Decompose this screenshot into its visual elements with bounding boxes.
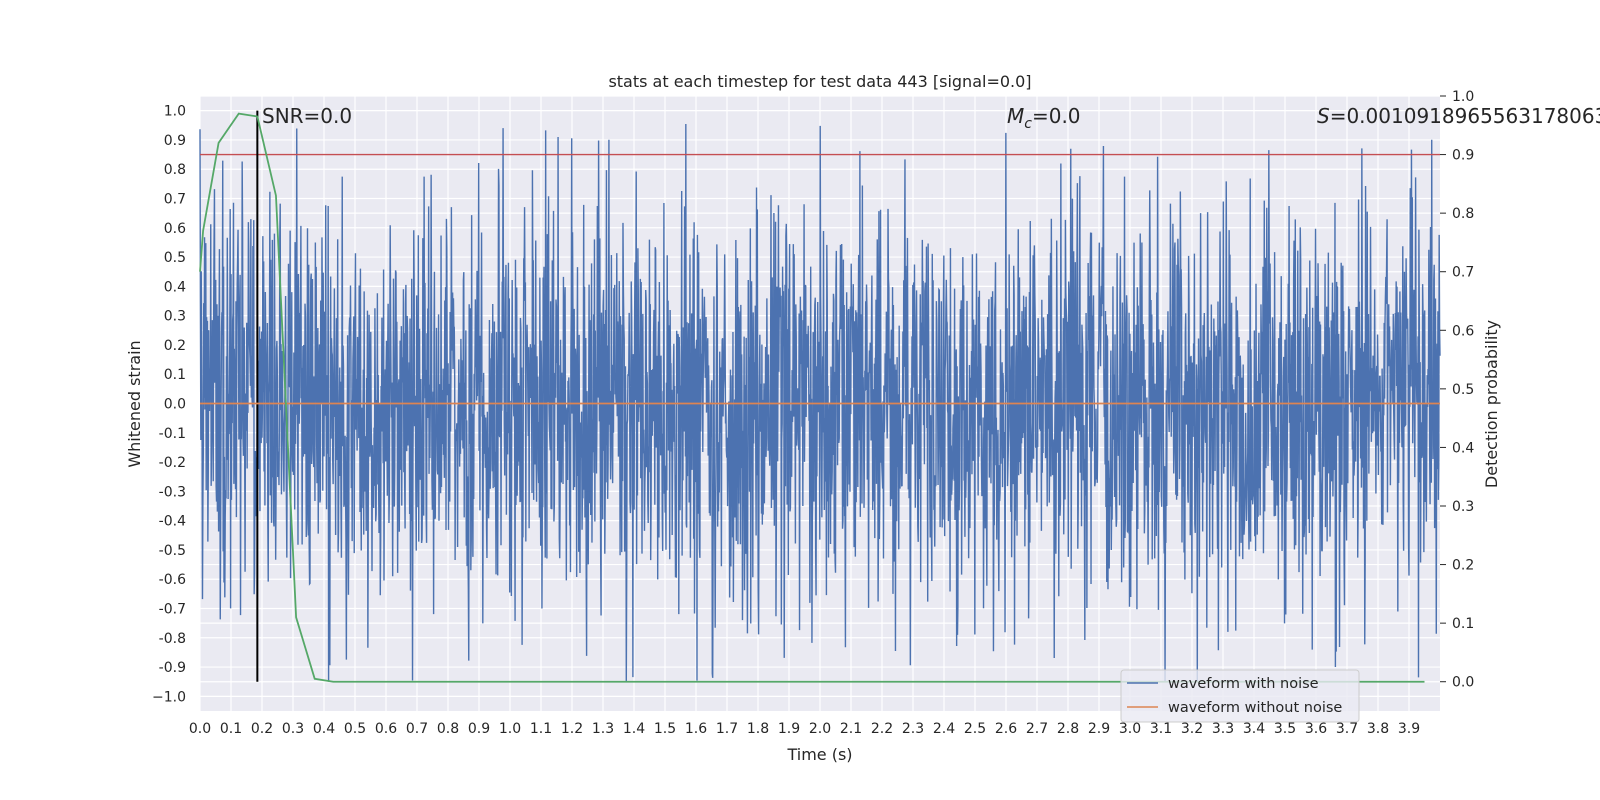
x-tick-label: 0.9 [468, 721, 490, 737]
x-tick-label: 1.9 [778, 721, 800, 737]
ticks-layer: 0.0 0.1 0.2 0.3 0.4 0.5 0.6 0.7 0.8 0.9 1.0 1.1 1.2 1… [152, 89, 1474, 737]
y-tick-label: -0.5 [159, 543, 186, 559]
s-symbol: S [1317, 104, 1330, 128]
y-tick-label: -0.2 [159, 455, 186, 471]
series-waveform-with-noise [199, 123, 1441, 682]
series-detection-probability [199, 112, 1425, 683]
y-tick-label: -0.6 [159, 572, 186, 588]
x-tick-label: 0.2 [251, 721, 273, 737]
x-tick-label: 1.8 [747, 721, 769, 737]
x-tick-label: 0.6 [375, 721, 397, 737]
y-tick-label: 0.8 [164, 162, 186, 178]
x-tick-label: 3.0 [1119, 721, 1141, 737]
s-annotation: S=0.0010918965563178063 [1317, 104, 1600, 128]
y2-tick-label: 0.6 [1452, 323, 1474, 339]
lines-layer [199, 110, 1440, 683]
noise-series-layer [199, 123, 1441, 682]
x-tick-label: 2.4 [933, 721, 955, 737]
x-tick-label: 1.0 [499, 721, 521, 737]
y-tick-label: 0.6 [164, 221, 186, 237]
legend-label-noise: waveform with noise [1168, 676, 1319, 692]
legend-label-clean: waveform without noise [1168, 700, 1342, 716]
x-tick-label: 3.6 [1305, 721, 1327, 737]
y-tick-label: −1.0 [152, 689, 186, 705]
x-tick-label: 1.6 [685, 721, 707, 737]
y-tick-label: -0.9 [159, 660, 186, 676]
x-tick-label: 3.7 [1336, 721, 1358, 737]
y-tick-label: -0.8 [159, 631, 186, 647]
y2-tick-label: 0.4 [1452, 440, 1474, 456]
x-tick-label: 0.4 [313, 721, 335, 737]
x-tick-label: 3.9 [1398, 721, 1420, 737]
x-tick-label: 2.2 [871, 721, 893, 737]
x-tick-label: 2.9 [1088, 721, 1110, 737]
y-tick-label: 0.2 [164, 338, 186, 354]
s-value: =0.0010918965563178063 [1330, 104, 1600, 128]
y2-tick-label: 0.7 [1452, 265, 1474, 281]
x-tick-label: 2.6 [995, 721, 1017, 737]
y2-axis-label: Detection probability [1482, 320, 1501, 488]
x-tick-label: 0.0 [189, 721, 211, 737]
chart-title: stats at each timestep for test data 443… [608, 72, 1031, 91]
y-tick-label: 0.7 [164, 192, 186, 208]
x-tick-label: 2.3 [902, 721, 924, 737]
y2-tick-label: 0.8 [1452, 206, 1474, 222]
x-tick-label: 1.3 [592, 721, 614, 737]
x-tick-label: 1.2 [561, 721, 583, 737]
y-tick-label: 0.0 [164, 397, 186, 413]
x-tick-label: 3.1 [1150, 721, 1172, 737]
y-tick-label: -0.3 [159, 484, 186, 500]
x-tick-label: 2.8 [1057, 721, 1079, 737]
y-tick-label: 0.5 [164, 250, 186, 266]
y2-tick-label: 0.2 [1452, 558, 1474, 574]
x-tick-label: 3.2 [1181, 721, 1203, 737]
x-axis-label: Time (s) [786, 745, 852, 764]
y-tick-label: 0.1 [164, 367, 186, 383]
legend: waveform with noise waveform without noi… [1120, 669, 1360, 723]
x-tick-label: 2.5 [964, 721, 986, 737]
x-tick-label: 0.1 [220, 721, 242, 737]
x-tick-label: 2.7 [1026, 721, 1048, 737]
legend-box [1120, 669, 1360, 723]
mc-annotation: Mc=0.0 [1007, 104, 1081, 132]
x-tick-label: 0.7 [406, 721, 428, 737]
x-tick-label: 3.5 [1274, 721, 1296, 737]
x-tick-label: 0.8 [437, 721, 459, 737]
x-tick-label: 3.8 [1367, 721, 1389, 737]
y-tick-label: -0.4 [159, 514, 186, 530]
y2-tick-label: 0.5 [1452, 382, 1474, 398]
y-tick-label: -0.1 [159, 426, 186, 442]
y2-tick-label: 0.3 [1452, 499, 1474, 515]
y2-tick-label: 0.0 [1452, 675, 1474, 691]
mc-value: =0.0 [1032, 104, 1081, 128]
snr-annotation: SNR=0.0 [262, 104, 352, 128]
x-tick-label: 2.1 [840, 721, 862, 737]
x-tick-label: 0.3 [282, 721, 304, 737]
y2-tick-label: 0.1 [1452, 616, 1474, 632]
x-tick-label: 0.5 [344, 721, 366, 737]
x-tick-label: 3.3 [1212, 721, 1234, 737]
x-tick-label: 1.1 [530, 721, 552, 737]
x-tick-label: 1.5 [654, 721, 676, 737]
y-tick-label: 1.0 [164, 104, 186, 120]
y2-tick-label: 0.9 [1452, 148, 1474, 164]
y-tick-label: 0.4 [164, 279, 186, 295]
x-tick-label: 1.4 [623, 721, 645, 737]
mc-subscript: c [1024, 116, 1032, 132]
x-tick-label: 1.7 [716, 721, 738, 737]
y2-tick-label: 1.0 [1452, 89, 1474, 105]
y-axis-label: Whitened strain [125, 340, 144, 467]
mc-symbol: M [1007, 104, 1024, 128]
x-tick-label: 3.4 [1243, 721, 1265, 737]
y-tick-label: 0.3 [164, 309, 186, 325]
y-tick-label: 0.9 [164, 133, 186, 149]
y-tick-label: -0.7 [159, 602, 186, 618]
x-tick-label: 2.0 [809, 721, 831, 737]
